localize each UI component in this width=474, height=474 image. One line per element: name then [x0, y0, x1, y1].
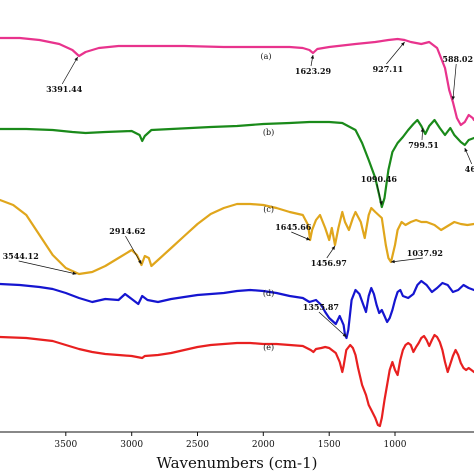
annotation-arrowhead-7	[464, 148, 468, 152]
peak-annotation-5: 799.51	[408, 140, 439, 150]
x-axis-title: Wavenumbers (cm-1)	[156, 454, 317, 472]
x-tick-label-2000: 2000	[252, 440, 275, 450]
annotation-arrow-1	[61, 56, 79, 85]
series-label-4: (d)	[263, 289, 274, 298]
x-tick-label-1000: 1000	[384, 440, 407, 450]
annotation-arrow-6	[376, 183, 383, 206]
x-tick-label-3500: 3500	[54, 440, 77, 450]
series-line-5	[0, 333, 474, 428]
annotation-arrow-9	[18, 260, 77, 275]
peak-annotation-1: 3391.44	[46, 84, 83, 94]
peak-annotation-4: 588.02	[442, 54, 473, 64]
annotation-arrow-8	[125, 235, 142, 265]
peak-annotation-6: 1090.46	[361, 174, 398, 184]
peak-annotation-12: 1037.92	[407, 248, 443, 258]
x-tick-label-1500: 1500	[318, 440, 341, 450]
series-line-3	[0, 198, 474, 276]
annotation-arrow-13	[318, 311, 347, 338]
annotation-arrowhead-10	[306, 237, 311, 241]
annotation-arrowhead-13	[342, 333, 347, 337]
annotation-arrowhead-12	[391, 259, 395, 264]
series-line-1	[0, 36, 474, 127]
series-layer: (a) (b) (c) (d) (e)	[0, 36, 474, 428]
annotation-arrowhead-3	[401, 42, 405, 46]
annotation-arrowhead-8	[138, 260, 142, 264]
annotation-arrowhead-11	[331, 246, 335, 250]
series-label-5: (e)	[263, 343, 274, 352]
x-tick-label-3000: 3000	[120, 440, 143, 450]
annotation-arrowhead-2	[310, 55, 315, 59]
peak-annotation-10: 1645.66	[275, 222, 312, 232]
peak-annotation-13: 1355.87	[303, 302, 339, 312]
peak-annotation-7: 469	[465, 164, 474, 174]
annotation-arrowhead-1	[74, 57, 78, 61]
x-axis: 3500 3000 2500 2000 1500 1000	[0, 431, 474, 450]
x-tick-label-2500: 2500	[186, 440, 209, 450]
peak-annotation-8: 2914.62	[109, 226, 145, 236]
annotation-arrowhead-4	[451, 96, 455, 100]
annotation-arrow-4	[452, 63, 457, 101]
peak-annotation-2: 1623.29	[295, 66, 332, 76]
peak-annotation-3: 927.11	[373, 64, 404, 74]
annotation-arrowhead-6	[379, 201, 383, 205]
annotation-arrow-12	[390, 257, 423, 263]
series-label-1: (a)	[260, 52, 271, 61]
annotation-arrow-3	[386, 41, 405, 65]
annotation-arrowhead-5	[420, 128, 425, 132]
peak-annotation-11: 1456.97	[311, 258, 347, 268]
series-label-3: (c)	[263, 205, 274, 214]
peak-annotation-9: 3544.12	[3, 251, 39, 261]
annotation-layer: 3391.44 1623.29 927.11 588.02 799.51 1090.46 4…	[3, 41, 474, 338]
series-label-2: (b)	[263, 128, 274, 137]
annotation-arrowhead-9	[72, 271, 77, 275]
series-line-2	[0, 118, 474, 209]
